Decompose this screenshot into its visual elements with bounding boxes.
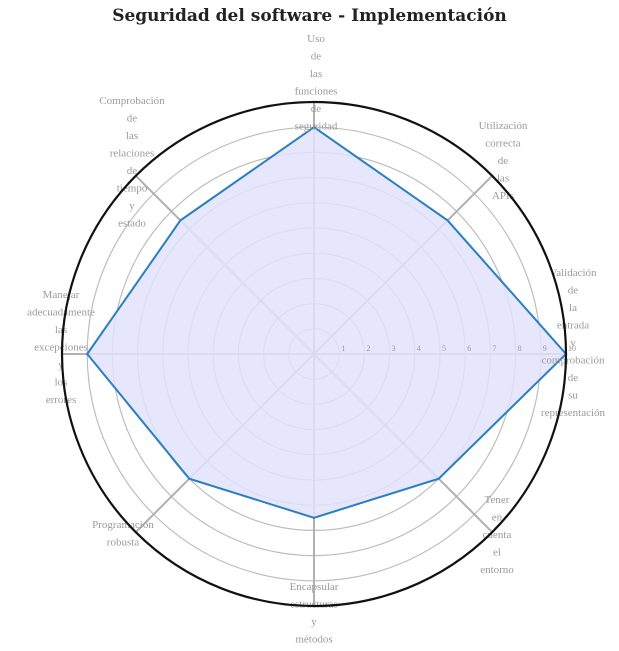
axis-label-7-word-5: tiempo <box>117 183 148 195</box>
axis-label-7-word-2: las <box>126 130 138 142</box>
axis-label-7-word-4: de <box>127 165 138 177</box>
axis-label-7-word-3: relaciones <box>110 148 155 160</box>
axis-label-3-word-4: entorno <box>480 564 514 576</box>
axis-label-3-word-3: el <box>493 547 501 559</box>
axis-label-6-word-5: los <box>55 377 68 389</box>
axis-label-2-word-8: representación <box>541 407 606 419</box>
axis-label-2-word-0: Validación <box>549 267 597 279</box>
tick-label-7: 7 <box>492 344 496 353</box>
axis-label-1-word-0: Utilización <box>479 120 528 132</box>
axis-label-5: Programación robusta <box>92 519 154 549</box>
tick-label-6: 6 <box>467 344 471 353</box>
tick-label-8: 8 <box>518 344 522 353</box>
axis-label-2-word-4: y <box>570 337 576 349</box>
tick-label-3: 3 <box>392 344 396 353</box>
axis-label-7: Comprobación de las relaciones de tiempo y esta… <box>99 95 165 230</box>
axis-label-2-word-1: de <box>568 285 579 297</box>
tick-label-9: 9 <box>543 344 547 353</box>
axis-label-1-word-3: las <box>497 173 509 185</box>
axis-label-2-word-2: la <box>569 302 577 314</box>
axis-label-7-word-7: estado <box>118 218 147 230</box>
axis-label-2-word-3: entrada <box>557 320 589 332</box>
axis-label-0-word-2: las <box>310 68 322 80</box>
axis-label-4-word-2: y <box>311 616 317 628</box>
tick-label-1: 1 <box>341 344 345 353</box>
axis-label-4: Encapsular estructuras y métodos <box>290 581 339 646</box>
axis-label-3-word-2: cuenta <box>483 529 512 541</box>
axis-label-4-word-0: Encapsular <box>290 581 339 593</box>
axis-label-6-word-6: errores <box>46 394 77 406</box>
axis-label-7-word-6: y <box>129 200 135 212</box>
tick-label-10: 10 <box>568 344 576 353</box>
axis-label-5-word-0: Programación <box>92 519 154 531</box>
axis-label-1-word-1: correcta <box>485 138 521 150</box>
series-area <box>87 127 566 518</box>
axis-label-0: Uso de las funciones de seguridad <box>295 33 338 133</box>
axis-label-2-word-7: su <box>568 390 578 402</box>
axis-label-5-word-1: robusta <box>107 537 140 549</box>
tick-label-2: 2 <box>366 344 370 353</box>
axis-label-4-word-3: métodos <box>295 634 332 646</box>
tick-label-4: 4 <box>417 344 421 353</box>
axis-label-0-word-1: de <box>311 51 322 63</box>
axis-label-0-word-3: funciones <box>295 86 338 98</box>
outer-ring <box>60 100 568 608</box>
axis-label-3-word-1: en <box>492 512 503 524</box>
axis-label-7-word-1: de <box>127 113 138 125</box>
axis-label-0-word-4: de <box>311 103 322 115</box>
axis-label-1-word-2: de <box>498 155 509 167</box>
chart-title: Seguridad del software - Implementación <box>112 6 507 26</box>
axis-label-2-word-5: comprobación <box>542 355 605 367</box>
axis-label-4-word-1: estructuras <box>290 599 338 611</box>
axis-label-3: Tener en cuenta el entorno <box>480 494 514 576</box>
axis-label-0-word-0: Uso <box>307 33 325 45</box>
axis-label-6-word-2: las <box>55 324 67 336</box>
axis-label-3-word-0: Tener <box>485 494 510 506</box>
axis-label-6-word-0: Manejar <box>43 289 80 301</box>
axis-label-1: Utilización correcta de las APIs <box>479 120 528 202</box>
axis-label-7-word-0: Comprobación <box>99 95 165 107</box>
axis-label-6-word-1: adecuadamente <box>27 307 95 319</box>
axis-label-0-word-5: seguridad <box>295 121 338 133</box>
axis-label-2-word-6: de <box>568 372 579 384</box>
tick-label-5: 5 <box>442 344 446 353</box>
